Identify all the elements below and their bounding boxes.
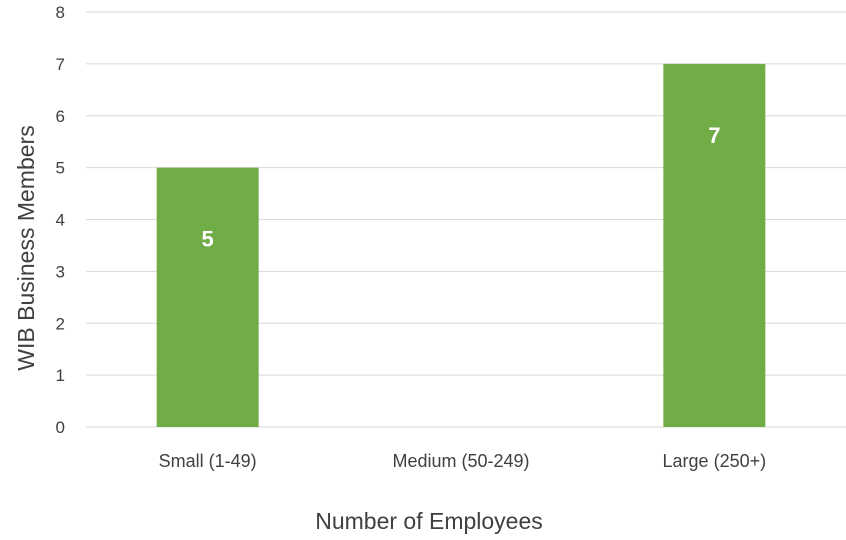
data-label-0: 5 [202, 227, 214, 252]
x-tick-label: Large (250+) [663, 451, 767, 471]
y-tick-label: 5 [56, 159, 65, 178]
x-axis-ticks: Small (1-49) Medium (50-249) Large (250+) [159, 451, 766, 471]
data-label-2: 7 [708, 123, 720, 148]
y-tick-label: 0 [56, 418, 65, 437]
y-tick-label: 8 [56, 3, 65, 22]
bar-2 [663, 63, 766, 427]
x-tick-label: Small (1-49) [159, 451, 257, 471]
y-tick-label: 2 [56, 314, 65, 333]
x-axis-title: Number of Employees [315, 508, 543, 534]
y-tick-label: 6 [56, 107, 65, 126]
data-labels: 57 [202, 123, 721, 252]
y-tick-label: 1 [56, 366, 65, 385]
x-tick-label: Medium (50-249) [392, 451, 529, 471]
y-axis-ticks: 0 1 2 3 4 5 6 7 8 [56, 3, 65, 437]
bar-0 [156, 167, 259, 427]
y-tick-label: 4 [56, 211, 65, 230]
y-tick-label: 7 [56, 55, 65, 74]
y-tick-label: 3 [56, 262, 65, 281]
bars [156, 63, 766, 427]
y-axis-title: WIB Business Members [13, 125, 39, 370]
